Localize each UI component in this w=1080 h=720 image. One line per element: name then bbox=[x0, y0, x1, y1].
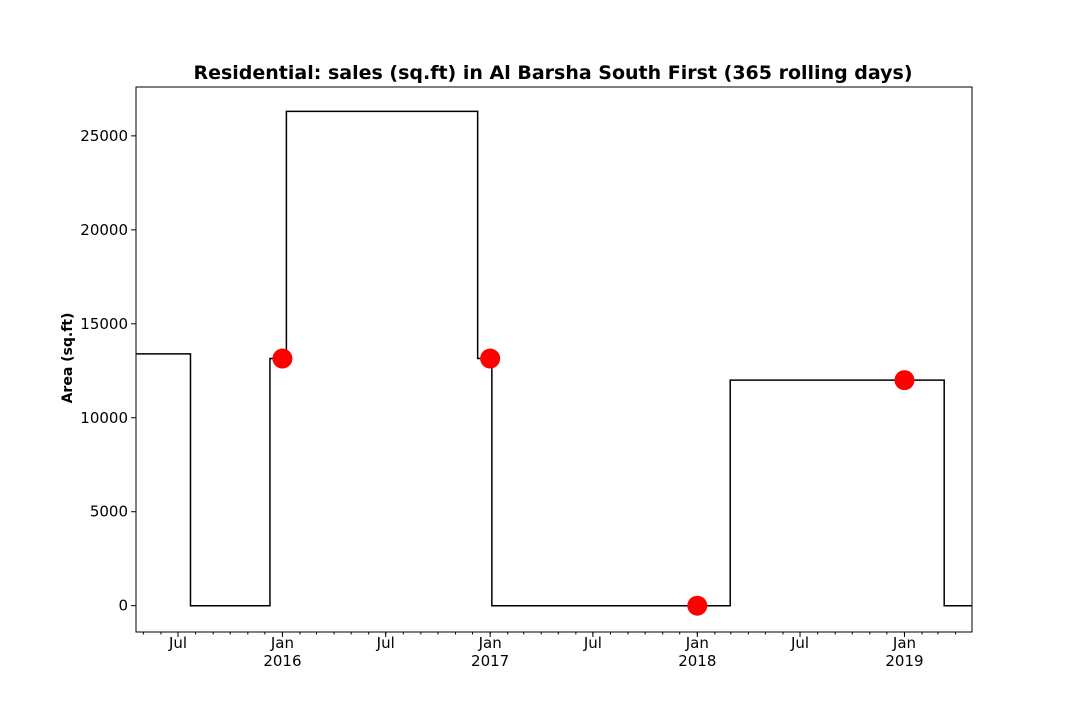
chart-title: Residential: sales (sq.ft) in Al Barsha … bbox=[193, 62, 912, 84]
y-tick-label: 0 bbox=[118, 597, 128, 615]
data-point-marker bbox=[480, 348, 501, 369]
y-tick-label: 5000 bbox=[90, 503, 128, 521]
data-point-marker bbox=[687, 595, 708, 616]
x-tick-label: Jan bbox=[270, 634, 294, 652]
x-tick-sublabel: 2018 bbox=[678, 652, 716, 670]
y-tick-label: 15000 bbox=[80, 315, 128, 333]
x-tick-sublabel: 2019 bbox=[885, 652, 923, 670]
axes-frame bbox=[135, 86, 973, 633]
data-point-marker bbox=[894, 370, 915, 391]
series-line bbox=[136, 110, 972, 607]
data-point-marker bbox=[272, 348, 293, 369]
x-tick-label: Jul bbox=[583, 634, 602, 652]
x-tick-label: Jul bbox=[168, 634, 187, 652]
y-tick-label: 25000 bbox=[80, 127, 128, 145]
x-tick-label: Jul bbox=[790, 634, 809, 652]
x-tick-sublabel: 2017 bbox=[471, 652, 509, 670]
x-tick-label: Jul bbox=[376, 634, 395, 652]
x-tick-label: Jan bbox=[892, 634, 916, 652]
x-tick-sublabel: 2016 bbox=[263, 652, 301, 670]
y-tick-label: 10000 bbox=[80, 409, 128, 427]
y-axis-label: Area (sq.ft) bbox=[60, 313, 76, 404]
y-tick-label: 20000 bbox=[80, 221, 128, 239]
x-tick-label: Jan bbox=[685, 634, 709, 652]
x-tick-label: Jan bbox=[478, 634, 502, 652]
